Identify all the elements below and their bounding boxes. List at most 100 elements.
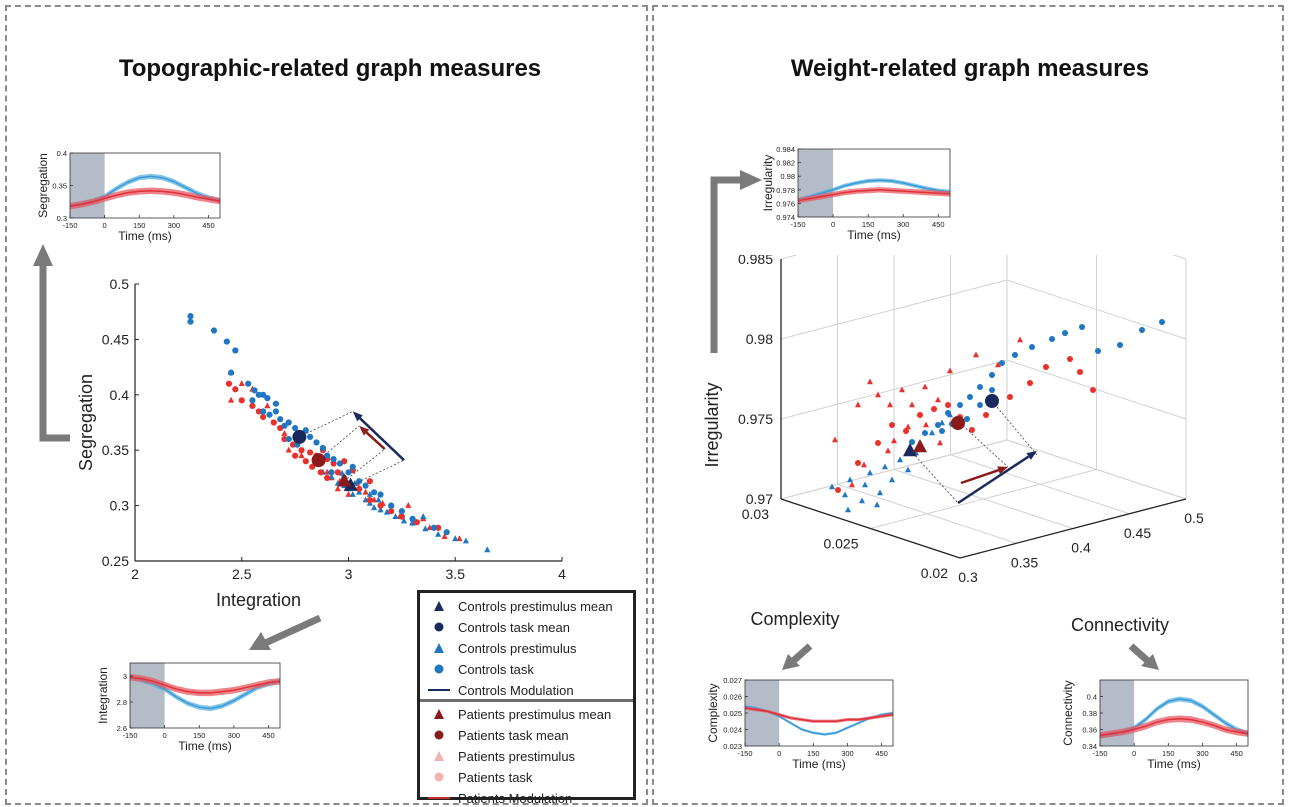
point-patients-task bbox=[225, 380, 233, 387]
point-controls-prestimulus bbox=[435, 530, 442, 537]
y-tick-label: 0.3 bbox=[110, 498, 130, 514]
point-patients-task bbox=[398, 513, 405, 520]
patients-modulation-arrow-line bbox=[960, 469, 999, 485]
point-patients-task bbox=[413, 519, 420, 526]
point-prestimulus bbox=[905, 423, 911, 430]
point-controls-task bbox=[349, 463, 356, 470]
y-tick-label: 0.974 bbox=[776, 213, 795, 222]
triangle-icon bbox=[428, 597, 450, 615]
circle-icon bbox=[428, 618, 450, 636]
point-patients-task bbox=[232, 386, 239, 393]
legend-item: Controls prestimulus mean bbox=[428, 597, 613, 615]
inset-frame bbox=[129, 662, 281, 729]
x-axis-label: Time (ms) bbox=[847, 228, 901, 242]
y-tick-label: 0.984 bbox=[776, 145, 795, 154]
y-tick-label: 0.5 bbox=[110, 276, 130, 292]
modulation-arrow-head bbox=[352, 411, 363, 422]
prestimulus-shade bbox=[798, 149, 834, 217]
x-axis-label: Connectivity bbox=[1071, 615, 1169, 635]
mean-controls-task-mean bbox=[985, 394, 999, 408]
point-controls-task bbox=[227, 369, 235, 376]
point-controls-task bbox=[260, 391, 267, 398]
point-patients-task bbox=[281, 436, 288, 443]
x-tick-label: 0 bbox=[163, 731, 167, 740]
x-tick-label: 450 bbox=[1230, 749, 1243, 758]
point-task bbox=[909, 439, 915, 445]
point-patients-prestimulus bbox=[345, 490, 352, 497]
point-task bbox=[922, 430, 928, 436]
y-tick-label: 0.4 bbox=[1087, 693, 1097, 702]
point-task bbox=[977, 402, 983, 408]
point-task bbox=[969, 427, 975, 433]
arrow-to-irregularity-icon bbox=[710, 170, 762, 353]
mean-patients-task-mean bbox=[951, 416, 965, 430]
point-controls-task bbox=[328, 469, 335, 476]
point-patients-prestimulus bbox=[441, 533, 448, 539]
line-patients bbox=[1099, 718, 1249, 737]
x-tick-label: 0.5 bbox=[1184, 510, 1204, 526]
legend-label: Patients prestimulus bbox=[458, 748, 576, 764]
point-patients-task bbox=[317, 469, 324, 476]
mean-patients-task-mean bbox=[311, 453, 326, 468]
y-axis-label: Segregation bbox=[76, 374, 96, 471]
point-task bbox=[983, 412, 989, 418]
point-controls-task bbox=[187, 318, 194, 325]
y-tick-label: 0.3 bbox=[57, 214, 67, 223]
point-controls-prestimulus bbox=[422, 525, 429, 532]
mean-patients-prestimulus-mean bbox=[913, 438, 927, 453]
left-panel-title: Topographic-related graph measures bbox=[118, 55, 542, 82]
x-tick-label: 450 bbox=[875, 749, 888, 758]
y-tick-label: 0.34 bbox=[1082, 742, 1097, 751]
point-controls-task bbox=[255, 391, 262, 398]
y-tick-label: 0.982 bbox=[776, 159, 795, 168]
point-prestimulus bbox=[867, 378, 873, 385]
point-patients-task bbox=[388, 508, 395, 515]
x-axis-label: Time (ms) bbox=[178, 739, 232, 753]
legend-item: Patients task bbox=[428, 768, 532, 786]
y-tick-label: 0.45 bbox=[102, 331, 129, 347]
point-controls-prestimulus bbox=[349, 490, 356, 497]
x-tick-label: 150 bbox=[1162, 749, 1175, 758]
point-task bbox=[1067, 356, 1073, 362]
line-patients bbox=[129, 676, 281, 694]
x-tick-label: 300 bbox=[841, 749, 854, 758]
point-controls-prestimulus bbox=[400, 517, 408, 524]
point-prestimulus bbox=[847, 476, 853, 483]
point-controls-prestimulus bbox=[409, 519, 416, 526]
arrow-to-integration-icon bbox=[249, 614, 322, 650]
y-axis-label: Complexity bbox=[706, 683, 720, 742]
x-tick-label: 450 bbox=[202, 221, 215, 230]
point-prestimulus bbox=[849, 481, 855, 488]
x-tick-label: 0 bbox=[831, 220, 835, 229]
point-controls-task bbox=[285, 419, 292, 426]
y-tick-label: 0.25 bbox=[102, 553, 129, 569]
point-prestimulus bbox=[882, 463, 888, 470]
point-task bbox=[889, 422, 895, 428]
right-panel-title: Weight-related graph measures bbox=[790, 55, 1150, 82]
point-patients-task bbox=[298, 447, 305, 454]
legend-item: Patients prestimulus bbox=[428, 747, 575, 765]
point-task bbox=[989, 372, 995, 378]
x-tick-label: 2.5 bbox=[232, 566, 252, 582]
point-controls-task bbox=[362, 482, 369, 489]
y-tick-label: 0.35 bbox=[102, 442, 129, 458]
legend-label: Patients task mean bbox=[458, 727, 569, 743]
point-patients-prestimulus bbox=[405, 502, 412, 508]
x-tick-label: 2 bbox=[131, 566, 139, 582]
line-controls bbox=[797, 179, 951, 201]
x-tick-label: 0.45 bbox=[1124, 525, 1151, 541]
legend-item: Controls prestimulus bbox=[428, 639, 577, 657]
point-controls-task bbox=[330, 455, 337, 463]
point-prestimulus bbox=[905, 466, 911, 473]
point-controls-task bbox=[371, 489, 378, 496]
y-axis-label: Integration bbox=[96, 667, 110, 724]
arrow-to-complexity-icon bbox=[782, 643, 813, 670]
point-prestimulus bbox=[845, 506, 851, 513]
point-prestimulus bbox=[891, 437, 897, 444]
point-task bbox=[931, 406, 937, 412]
triangle-icon bbox=[428, 705, 450, 723]
point-task bbox=[1049, 336, 1055, 342]
point-prestimulus bbox=[885, 447, 891, 454]
point-prestimulus bbox=[875, 391, 881, 398]
z-axis-label: Irregularity bbox=[702, 382, 722, 467]
